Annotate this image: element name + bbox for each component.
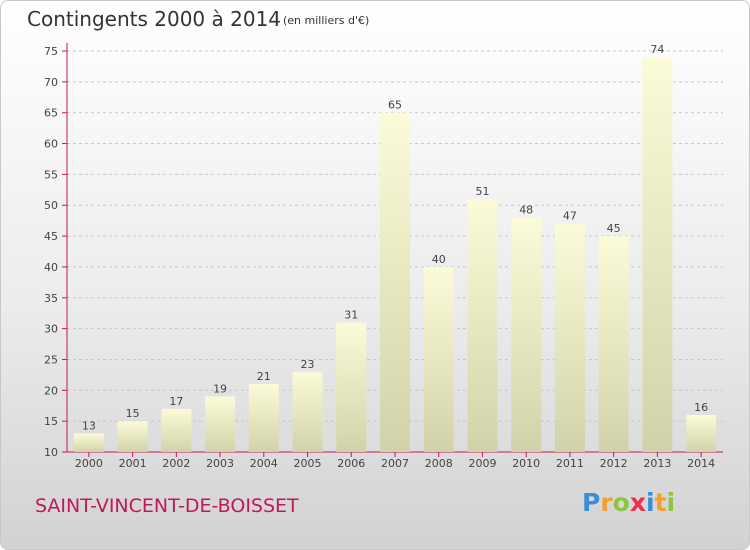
bar: [161, 408, 192, 452]
data-label: 45: [607, 222, 621, 235]
data-label: 65: [388, 99, 402, 112]
y-tick-label: 10: [44, 446, 58, 459]
bar: [336, 322, 367, 452]
commune-name: SAINT-VINCENT-DE-BOISSET: [35, 495, 299, 517]
x-tick-label: 2005: [294, 457, 322, 470]
y-tick-label: 70: [44, 76, 58, 89]
bar: [686, 414, 717, 452]
bars: [73, 57, 717, 453]
y-tick-label: 65: [44, 107, 58, 120]
chart-subtitle: (en milliers d'€): [283, 14, 370, 27]
x-tick-label: 2002: [162, 457, 190, 470]
data-label: 17: [169, 395, 183, 408]
data-label: 48: [519, 204, 533, 217]
bar: [73, 433, 104, 452]
y-tick-label: 30: [44, 323, 58, 336]
data-label: 47: [563, 210, 577, 223]
x-tick-label: 2013: [643, 457, 671, 470]
y-tick-label: 60: [44, 138, 58, 151]
data-label: 13: [82, 419, 96, 432]
x-tick-label: 2009: [468, 457, 496, 470]
y-tick-label: 15: [44, 415, 58, 428]
labels: 10 15 20 25 30 35 40 45 50 55 60 65 70 75 13 2000 15 2001…: [44, 43, 715, 470]
x-tick-label: 2011: [556, 457, 584, 470]
y-tick-label: 75: [44, 45, 58, 58]
chart-title: Contingents 2000 à 2014: [27, 7, 282, 31]
y-tick-label: 25: [44, 353, 58, 366]
bar: [205, 396, 236, 452]
logo-letter: t: [654, 488, 667, 517]
bar: [554, 223, 585, 452]
bar: [380, 112, 410, 452]
logo-letter: P: [582, 488, 601, 517]
data-label: 74: [650, 43, 664, 56]
x-tick-label: 2006: [337, 457, 365, 470]
y-tick-label: 40: [44, 261, 58, 274]
data-label: 40: [432, 253, 446, 266]
x-tick-label: 2012: [600, 457, 628, 470]
logo-letter: x: [629, 488, 646, 517]
x-tick-label: 2003: [206, 457, 234, 470]
bar: [423, 266, 454, 452]
y-tick-label: 20: [44, 384, 58, 397]
bar: [117, 421, 148, 452]
x-tick-label: 2001: [119, 457, 147, 470]
y-tick-label: 45: [44, 230, 58, 243]
bar: [292, 371, 323, 452]
x-tick-label: 2000: [75, 457, 103, 470]
y-tick-label: 55: [44, 168, 58, 181]
bar: [598, 236, 629, 452]
bar: [511, 217, 542, 452]
x-tick-label: 2007: [381, 457, 409, 470]
y-tick-label: 35: [44, 292, 58, 305]
x-tick-label: 2008: [425, 457, 453, 470]
data-label: 31: [344, 308, 358, 321]
logo-letter: o: [612, 488, 630, 517]
x-tick-label: 2010: [512, 457, 540, 470]
x-tick-label: 2004: [250, 457, 278, 470]
bar: [642, 57, 673, 453]
data-label: 23: [301, 358, 315, 371]
data-label: 51: [475, 185, 489, 198]
y-tick-label: 50: [44, 199, 58, 212]
logo-letter: i: [646, 488, 655, 517]
data-label: 15: [126, 407, 140, 420]
bar: [248, 384, 279, 452]
logo-letter: r: [600, 488, 613, 517]
logo-letter: i: [666, 488, 676, 517]
proxiti-logo[interactable]: Proxiti: [582, 488, 675, 517]
bar: [467, 199, 498, 452]
data-label: 16: [694, 401, 708, 414]
data-label: 19: [213, 382, 227, 395]
x-tick-label: 2014: [687, 457, 715, 470]
data-label: 21: [257, 370, 271, 383]
